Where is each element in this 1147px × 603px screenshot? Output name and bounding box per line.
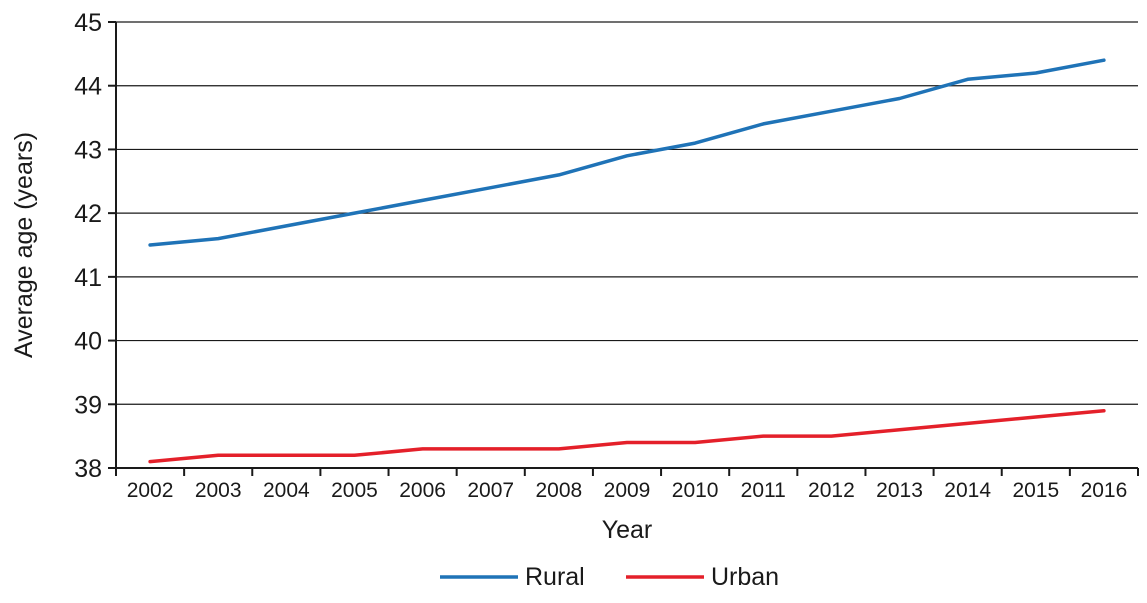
x-tick-label: 2006 <box>399 479 446 502</box>
series-lines <box>148 58 1106 464</box>
y-tick-label: 38 <box>74 455 102 483</box>
axes <box>115 22 1138 469</box>
x-tick-label: 2016 <box>1081 479 1128 502</box>
x-tick-label: 2003 <box>195 479 242 502</box>
gridlines <box>116 21 1138 405</box>
x-tick-label: 2009 <box>604 479 651 502</box>
x-tick-label: 2002 <box>127 479 174 502</box>
series-line-urban <box>148 408 1106 464</box>
x-axis-ticks: 2002 2003 2004 2005 2006 2007 2008 2009 2010 2011… <box>115 468 1139 502</box>
x-tick-label: 2010 <box>672 479 719 502</box>
y-tick-label: 44 <box>74 73 102 101</box>
x-tick-label: 2011 <box>741 479 786 502</box>
y-tick-label: 43 <box>74 136 102 164</box>
x-axis-label: Year <box>602 516 653 544</box>
y-tick-label: 41 <box>74 264 102 292</box>
x-tick-label: 2004 <box>263 479 310 502</box>
x-tick-label: 2013 <box>876 479 923 502</box>
y-axis-ticks: 38 39 40 41 42 43 44 45 <box>74 9 116 483</box>
x-tick-label: 2007 <box>467 479 514 502</box>
legend-label-rural: Rural <box>525 563 585 591</box>
y-tick-label: 45 <box>74 9 102 37</box>
series-line-rural <box>148 58 1106 247</box>
x-tick-label: 2014 <box>944 479 991 502</box>
y-tick-label: 42 <box>74 200 102 228</box>
legend-label-urban: Urban <box>711 563 779 591</box>
x-tick-label: 2015 <box>1012 479 1059 502</box>
x-tick-label: 2008 <box>536 479 583 502</box>
y-tick-label: 40 <box>74 328 102 356</box>
x-tick-label: 2005 <box>331 479 378 502</box>
legend: Rural Urban <box>440 563 779 591</box>
y-tick-label: 39 <box>74 391 102 419</box>
x-tick-label: 2012 <box>808 479 855 502</box>
y-axis-label: Average age (years) <box>10 132 38 358</box>
